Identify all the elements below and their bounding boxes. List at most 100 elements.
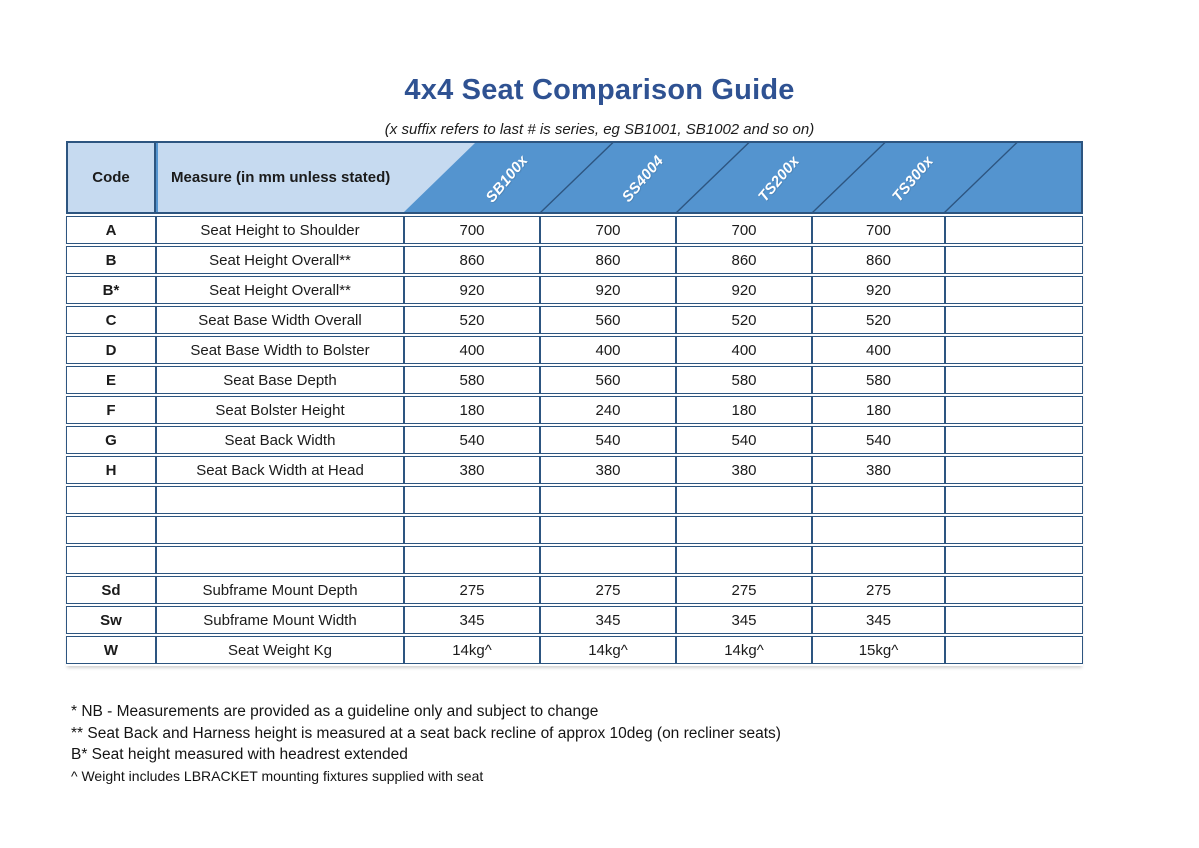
measure-cell: Seat Back Width at Head — [156, 456, 404, 484]
value-cell — [812, 546, 945, 574]
table-row: B Seat Height Overall** 860 860 860 860 — [66, 246, 1083, 274]
value-cell — [540, 546, 676, 574]
footnote-line: * NB - Measurements are provided as a gu… — [71, 703, 599, 720]
value-cell — [540, 516, 676, 544]
value-cell: 400 — [540, 336, 676, 364]
comparison-table: Code Measure (in mm unless stated) SB100… — [66, 141, 1083, 666]
code-cell — [66, 486, 156, 514]
table-row: Sw Subframe Mount Width 345 345 345 345 — [66, 606, 1083, 634]
column-header-measure: Measure (in mm unless stated) — [158, 143, 475, 212]
value-cell: 580 — [404, 366, 540, 394]
table-row — [66, 486, 1083, 514]
code-cell: A — [66, 216, 156, 244]
value-cell: 400 — [676, 336, 812, 364]
value-cell — [812, 486, 945, 514]
value-cell: 275 — [540, 576, 676, 604]
value-cell: 700 — [676, 216, 812, 244]
value-cell: 580 — [812, 366, 945, 394]
measure-cell: Seat Height Overall** — [156, 276, 404, 304]
value-cell: 380 — [540, 456, 676, 484]
table-row: G Seat Back Width 540 540 540 540 — [66, 426, 1083, 454]
value-cell — [945, 366, 1083, 394]
code-cell: W — [66, 636, 156, 664]
value-cell: 345 — [676, 606, 812, 634]
value-cell — [945, 516, 1083, 544]
measure-cell: Seat Height Overall** — [156, 246, 404, 274]
value-cell — [945, 606, 1083, 634]
value-cell: 860 — [812, 246, 945, 274]
value-cell — [945, 456, 1083, 484]
value-cell: 700 — [404, 216, 540, 244]
value-cell — [676, 516, 812, 544]
page-subtitle: (x suffix refers to last # is series, eg… — [384, 121, 815, 138]
table-header-band: Code Measure (in mm unless stated) SB100… — [66, 141, 1083, 214]
header-diagonal-divider — [944, 143, 1018, 212]
measure-cell: Seat Base Width Overall — [156, 306, 404, 334]
header-diagonal-divider — [676, 143, 750, 212]
value-cell — [945, 276, 1083, 304]
measure-cell: Seat Height to Shoulder — [156, 216, 404, 244]
column-header-series-3: TS200x — [755, 152, 803, 206]
table-row — [66, 546, 1083, 574]
value-cell: 380 — [404, 456, 540, 484]
measure-cell: Subframe Mount Depth — [156, 576, 404, 604]
value-cell — [404, 546, 540, 574]
value-cell: 240 — [540, 396, 676, 424]
value-cell — [945, 546, 1083, 574]
code-cell — [66, 546, 156, 574]
value-cell: 345 — [404, 606, 540, 634]
value-cell: 920 — [404, 276, 540, 304]
measure-cell — [156, 516, 404, 544]
value-cell: 345 — [540, 606, 676, 634]
code-cell: E — [66, 366, 156, 394]
value-cell — [676, 486, 812, 514]
value-cell: 920 — [812, 276, 945, 304]
value-cell — [540, 486, 676, 514]
value-cell: 580 — [676, 366, 812, 394]
value-cell — [945, 576, 1083, 604]
code-cell: F — [66, 396, 156, 424]
value-cell: 380 — [812, 456, 945, 484]
value-cell — [945, 486, 1083, 514]
value-cell: 520 — [812, 306, 945, 334]
measure-cell: Subframe Mount Width — [156, 606, 404, 634]
value-cell: 180 — [676, 396, 812, 424]
value-cell: 400 — [404, 336, 540, 364]
code-cell: C — [66, 306, 156, 334]
value-cell: 180 — [812, 396, 945, 424]
code-cell: G — [66, 426, 156, 454]
value-cell: 400 — [812, 336, 945, 364]
value-cell: 700 — [540, 216, 676, 244]
code-cell: Sw — [66, 606, 156, 634]
table-row: H Seat Back Width at Head 380 380 380 380 — [66, 456, 1083, 484]
table-row: D Seat Base Width to Bolster 400 400 400 400 — [66, 336, 1083, 364]
footnote-line: ** Seat Back and Harness height is measu… — [71, 724, 781, 742]
value-cell — [404, 486, 540, 514]
value-cell: 560 — [540, 366, 676, 394]
value-cell — [945, 426, 1083, 454]
code-cell — [66, 516, 156, 544]
value-cell: 540 — [812, 426, 945, 454]
value-cell — [945, 306, 1083, 334]
value-cell: 345 — [812, 606, 945, 634]
measure-cell: Seat Back Width — [156, 426, 404, 454]
value-cell: 275 — [812, 576, 945, 604]
table-row: F Seat Bolster Height 180 240 180 180 — [66, 396, 1083, 424]
footnotes: * NB - Measurements are provided as a gu… — [71, 701, 781, 787]
value-cell — [676, 546, 812, 574]
page-title: 4x4 Seat Comparison Guide — [404, 74, 795, 106]
code-cell: D — [66, 336, 156, 364]
value-cell: 560 — [540, 306, 676, 334]
measure-cell: Seat Base Width to Bolster — [156, 336, 404, 364]
table-row: C Seat Base Width Overall 520 560 520 520 — [66, 306, 1083, 334]
table-body: A Seat Height to Shoulder 700 700 700 700 B Sea… — [66, 214, 1083, 666]
header-diagonal-divider — [540, 143, 614, 212]
value-cell: 275 — [676, 576, 812, 604]
code-cell: Sd — [66, 576, 156, 604]
value-cell — [945, 636, 1083, 664]
measure-cell: Seat Bolster Height — [156, 396, 404, 424]
measure-cell — [156, 486, 404, 514]
table-row: W Seat Weight Kg 14kg^ 14kg^ 14kg^ 15kg^ — [66, 636, 1083, 664]
header-diagonal-divider — [812, 143, 886, 212]
code-cell: B — [66, 246, 156, 274]
